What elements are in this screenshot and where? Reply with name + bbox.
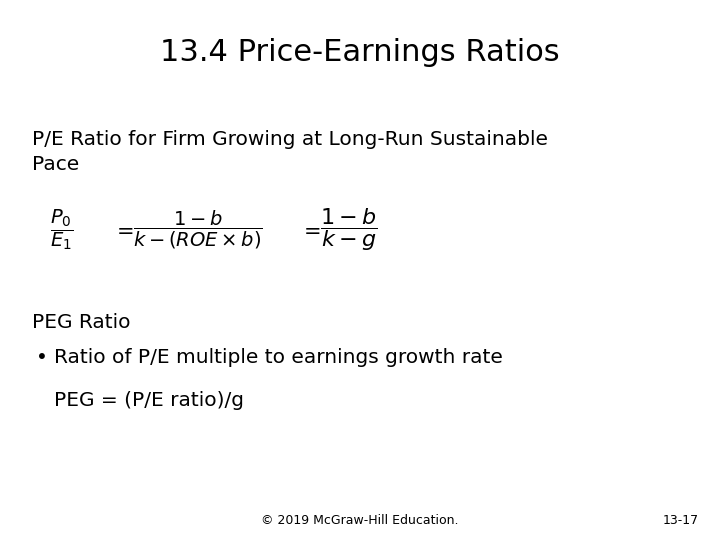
Text: $=$: $=$	[299, 219, 320, 240]
Text: $\dfrac{1-b}{k-(ROE \times b)}$: $\dfrac{1-b}{k-(ROE \times b)}$	[133, 208, 264, 251]
Text: Ratio of P/E multiple to earnings growth rate: Ratio of P/E multiple to earnings growth…	[54, 348, 503, 367]
Text: 13.4 Price-Earnings Ratios: 13.4 Price-Earnings Ratios	[160, 38, 560, 67]
Text: •: •	[36, 348, 48, 367]
Text: $=$: $=$	[112, 219, 133, 240]
Text: $\dfrac{P_0}{E_1}$: $\dfrac{P_0}{E_1}$	[50, 207, 74, 252]
Text: PEG = (P/E ratio)/g: PEG = (P/E ratio)/g	[54, 392, 244, 410]
Text: © 2019 McGraw-Hill Education.: © 2019 McGraw-Hill Education.	[261, 514, 459, 526]
Text: $\dfrac{1-b}{k-g}$: $\dfrac{1-b}{k-g}$	[320, 206, 378, 253]
Text: P/E Ratio for Firm Growing at Long-Run Sustainable
Pace: P/E Ratio for Firm Growing at Long-Run S…	[32, 130, 549, 173]
Text: PEG Ratio: PEG Ratio	[32, 313, 131, 332]
Text: 13-17: 13-17	[662, 514, 698, 526]
